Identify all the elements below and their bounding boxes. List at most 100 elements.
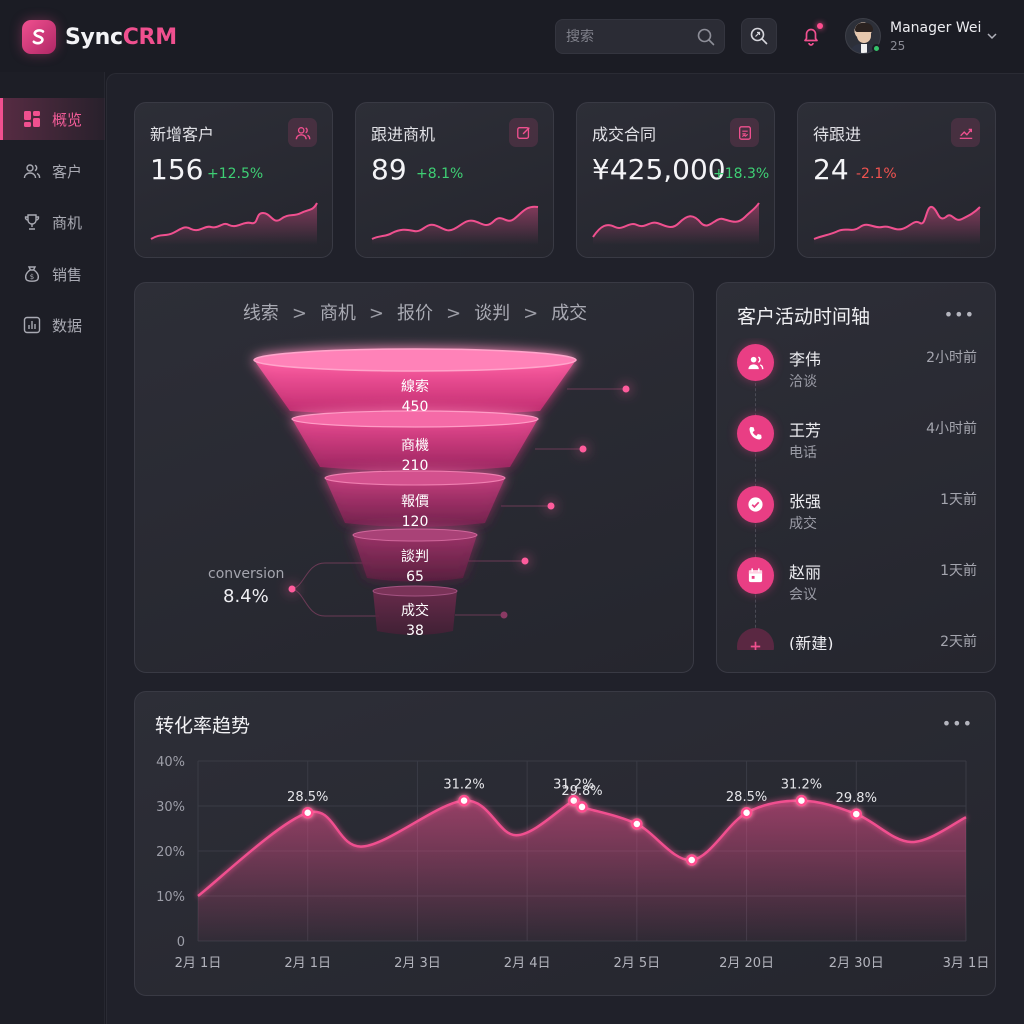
funnel-level-value: 120 [402,514,429,530]
user-name: Manager Wei [890,20,982,36]
stat-title: 新增客户 [150,125,215,144]
timeline-contact-name: 李伟 [789,350,822,369]
data-label: 29.8% [836,791,877,806]
timeline-item[interactable]: 王芳 电话 4小时前 [737,409,977,469]
y-tick-label: 20% [156,845,185,860]
stage-label: 报价 [397,303,433,324]
more-options-icon[interactable]: ••• [941,714,973,733]
conversion-value: 8.4% [223,586,269,607]
user-menu[interactable]: Manager Wei 25 [845,18,1015,56]
users-icon [288,118,317,147]
data-point [301,807,314,819]
stat-card-follow-opportunities[interactable]: 跟进商机 89 +8.1% [355,102,554,258]
trend-title: 转化率趋势 [155,715,251,737]
sparkline [150,202,318,245]
sidebar-item-label: 概览 [52,110,83,129]
search-icon[interactable] [697,28,715,50]
chevron-down-icon[interactable] [986,30,998,42]
funnel-level-label: 報價 [401,493,429,510]
timeline-time: 2天前 [940,634,977,650]
check-circle-icon [737,486,774,523]
funnel-level-4[interactable] [352,528,478,582]
funnel-level-5[interactable] [372,585,458,635]
sidebar-item-overview[interactable]: 概览 [0,98,105,140]
plus-icon [737,628,774,650]
money-bag-icon: $ [22,264,42,284]
y-tick-label: 0 [177,935,185,950]
y-tick-label: 10% [156,890,185,905]
sparkline [592,202,760,245]
timeline-title: 客户活动时间轴 [737,306,871,328]
conversion-label: conversion [208,566,285,582]
search-input[interactable] [566,27,691,47]
sidebar-item-opportunities[interactable]: 商机 [0,201,105,243]
svg-text:$: $ [30,273,34,281]
stat-title: 待跟进 [813,125,862,144]
sidebar-item-label: 客户 [52,162,83,181]
funnel-level-label: 線索 [401,378,429,395]
app-name-part-2: CRM [122,24,177,50]
sidebar-item-data[interactable]: 数据 [0,304,105,346]
stat-title: 成交合同 [592,125,657,144]
trend-area [198,799,966,941]
x-tick-label: 2月 20日 [719,956,774,971]
timeline-list: 李伟 洽谈 2小时前 王芳 电话 4小时前 张强 成交 1天前 赵丽 会议 [717,338,997,650]
timeline-item[interactable]: 赵丽 会议 1天前 [737,551,977,611]
stat-card-new-customers[interactable]: 新增客户 156 +12.5% [134,102,333,258]
phone-icon [737,415,774,452]
data-point [568,794,580,807]
sidebar-item-label: 商机 [52,213,83,232]
funnel-level-label: 成交 [401,602,429,619]
funnel-level-value: 450 [402,399,429,415]
conversion-trend-card: 转化率趋势 ••• 0 10% 20% 30% 40% 2月 1日 2月 1日 2月 3日 2月… [134,691,996,996]
zoom-button[interactable] [741,18,777,54]
stat-value: 156 [150,153,204,186]
stat-card-pending[interactable]: 待跟进 24 -2.1% [797,102,996,258]
activity-timeline-card: 客户活动时间轴 ••• 李伟 洽谈 2小时前 王芳 电话 4小时前 张强 成交 [716,282,996,673]
data-point [795,794,808,807]
data-point [850,808,863,820]
trophy-icon [22,212,42,232]
stat-card-closed-contracts[interactable]: 成交合同 ¥425,000 +18.3% [576,102,775,258]
sidebar: 概览 客户 商机 $ 销售 数据 [0,72,105,1024]
timeline-item[interactable]: (新建) 2天前 [737,622,977,650]
online-status-dot [872,44,881,53]
data-point [685,854,698,866]
x-tick-label: 2月 3日 [394,956,441,971]
data-label: 31.2% [443,778,484,793]
timeline-time: 1天前 [940,492,977,508]
sidebar-item-customers[interactable]: 客户 [0,150,105,192]
funnel-stage-breadcrumb: 线索 > 商机 > 报价 > 谈判 > 成交 [135,299,695,325]
x-tick-label: 2月 1日 [175,956,222,971]
notifications-button[interactable] [794,19,828,53]
timeline-contact-name: 张强 [789,492,822,511]
stat-value: 24 [813,153,849,186]
sidebar-item-sales[interactable]: $ 销售 [0,253,105,295]
timeline-action: 电话 [789,445,817,461]
y-tick-label: 40% [156,755,185,770]
timeline-item[interactable]: 李伟 洽谈 2小时前 [737,338,977,398]
sidebar-item-label: 销售 [52,265,83,284]
funnel-level-label: 商機 [401,438,429,454]
x-tick-label: 2月 4日 [504,956,551,971]
edit-icon [509,118,538,147]
funnel-level-3[interactable] [324,470,506,527]
funnel-level-value: 210 [402,458,429,474]
funnel-level-2[interactable] [291,410,539,471]
timeline-contact-name: (新建) [789,634,834,650]
more-options-icon[interactable]: ••• [943,305,975,324]
stat-change: -2.1% [856,166,897,182]
stat-change: +18.3% [713,166,770,182]
timeline-item[interactable]: 张强 成交 1天前 [737,480,977,540]
app-logo[interactable]: SyncCRM [22,20,177,54]
stage-label: 线索 [242,303,279,324]
timeline-time: 1天前 [940,563,977,579]
funnel-level-1[interactable] [253,348,577,415]
timeline-time: 4小时前 [926,421,977,437]
notification-dot [817,23,823,29]
calendar-icon [737,557,774,594]
data-label: 31.2% [781,778,822,793]
users-icon [737,344,774,381]
data-label: 29.8% [561,784,602,799]
chevron-right-icon: > [368,303,384,324]
